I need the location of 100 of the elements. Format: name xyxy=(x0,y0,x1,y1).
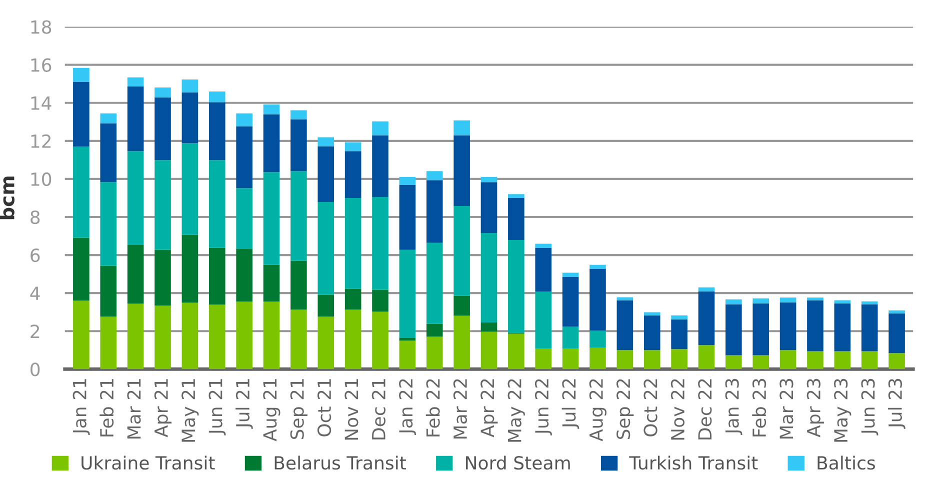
x-tick-label: Dec 21 xyxy=(372,379,386,440)
bar xyxy=(372,121,388,136)
x-tick-label: Apr 23 xyxy=(806,378,824,438)
bar xyxy=(344,198,362,289)
bar xyxy=(535,248,552,292)
bar xyxy=(154,306,171,370)
bar xyxy=(861,351,878,370)
bar xyxy=(290,110,307,120)
x-tick-label: Jan 22 xyxy=(399,379,416,435)
bar xyxy=(290,260,307,310)
bar xyxy=(671,319,688,350)
x-tick-label: Jul 23 xyxy=(888,378,906,429)
bar xyxy=(182,302,198,370)
y-tick-label: 0 xyxy=(30,362,40,376)
bar xyxy=(616,350,634,370)
bar xyxy=(590,268,606,331)
bar xyxy=(454,316,470,370)
bar xyxy=(344,151,362,198)
x-tick-label: Jul 22 xyxy=(562,379,580,429)
bar xyxy=(454,135,470,206)
y-tick-label: 2 xyxy=(30,324,40,338)
bar xyxy=(208,248,226,305)
y-tick-label: 16 xyxy=(31,58,52,72)
bar xyxy=(100,316,117,370)
bar xyxy=(318,137,334,146)
bar xyxy=(236,188,252,249)
bar xyxy=(236,302,252,370)
x-tick-label: Apr 22 xyxy=(480,379,498,438)
bar xyxy=(807,297,824,300)
bar xyxy=(208,304,226,370)
x-tick-label: Nov 21 xyxy=(344,379,358,440)
bar xyxy=(562,348,579,370)
x-tick-label: Sep 21 xyxy=(290,379,308,440)
bar xyxy=(671,349,688,370)
y-tick-label: 12 xyxy=(31,134,51,148)
bar xyxy=(426,336,443,370)
x-tick-label: Dec 22 xyxy=(698,379,712,440)
bar xyxy=(318,146,334,202)
bar xyxy=(263,114,280,172)
bar xyxy=(671,315,688,320)
y-tick-label: 4 xyxy=(30,286,40,300)
bar xyxy=(154,87,171,98)
bar xyxy=(399,250,416,338)
bar xyxy=(100,123,117,182)
bar xyxy=(399,338,416,341)
bar xyxy=(426,171,443,180)
bar xyxy=(182,92,198,144)
bar xyxy=(290,310,307,370)
bar xyxy=(426,180,443,243)
bar xyxy=(73,68,90,82)
bar xyxy=(562,276,579,327)
bar xyxy=(480,177,498,182)
x-tick-label: Jul 21 xyxy=(236,379,253,429)
legend-label: Ukraine Transit xyxy=(82,456,215,470)
bar xyxy=(562,272,579,277)
x-tick-label: Jan 21 xyxy=(72,379,90,435)
bar xyxy=(616,300,634,350)
bar xyxy=(344,310,362,370)
legend-label: Nord Steam xyxy=(466,456,570,470)
bar xyxy=(263,264,280,302)
bar xyxy=(263,172,280,265)
bar xyxy=(644,312,660,316)
bar xyxy=(372,290,388,312)
x-tick-label: Oct 22 xyxy=(644,379,658,436)
bar xyxy=(263,302,280,370)
bar xyxy=(698,291,715,346)
bar xyxy=(562,326,579,349)
bar xyxy=(236,113,252,126)
bar xyxy=(318,294,334,317)
bar xyxy=(480,232,498,323)
bar xyxy=(182,234,198,303)
bar xyxy=(344,142,362,152)
bar xyxy=(399,340,416,370)
x-tick-label: Aug 22 xyxy=(589,379,606,442)
bar xyxy=(372,197,388,290)
x-tick-label: Apr 21 xyxy=(154,379,172,438)
bar xyxy=(344,288,362,310)
x-tick-label: Jun 21 xyxy=(208,379,226,436)
bar xyxy=(290,171,307,261)
x-tick-label: Jan 23 xyxy=(725,378,742,435)
x-tick-label: Feb 23 xyxy=(752,378,766,436)
x-tick-label: Aug 21 xyxy=(263,379,280,442)
bar xyxy=(154,97,171,160)
bar xyxy=(208,91,226,102)
bar xyxy=(399,177,416,186)
bar xyxy=(154,250,171,306)
legend-label: Belarus Transit xyxy=(274,456,406,470)
bar xyxy=(426,324,443,337)
bar xyxy=(73,238,90,301)
bar xyxy=(644,315,660,350)
bar xyxy=(480,182,498,233)
bar xyxy=(861,301,878,304)
bar xyxy=(834,300,851,304)
x-tick-label: Feb 22 xyxy=(426,379,440,436)
y-tick-label: 8 xyxy=(30,210,40,224)
bar xyxy=(807,300,824,352)
bar xyxy=(807,351,824,370)
bar xyxy=(780,350,796,370)
bar xyxy=(698,287,715,292)
bar xyxy=(888,353,905,370)
